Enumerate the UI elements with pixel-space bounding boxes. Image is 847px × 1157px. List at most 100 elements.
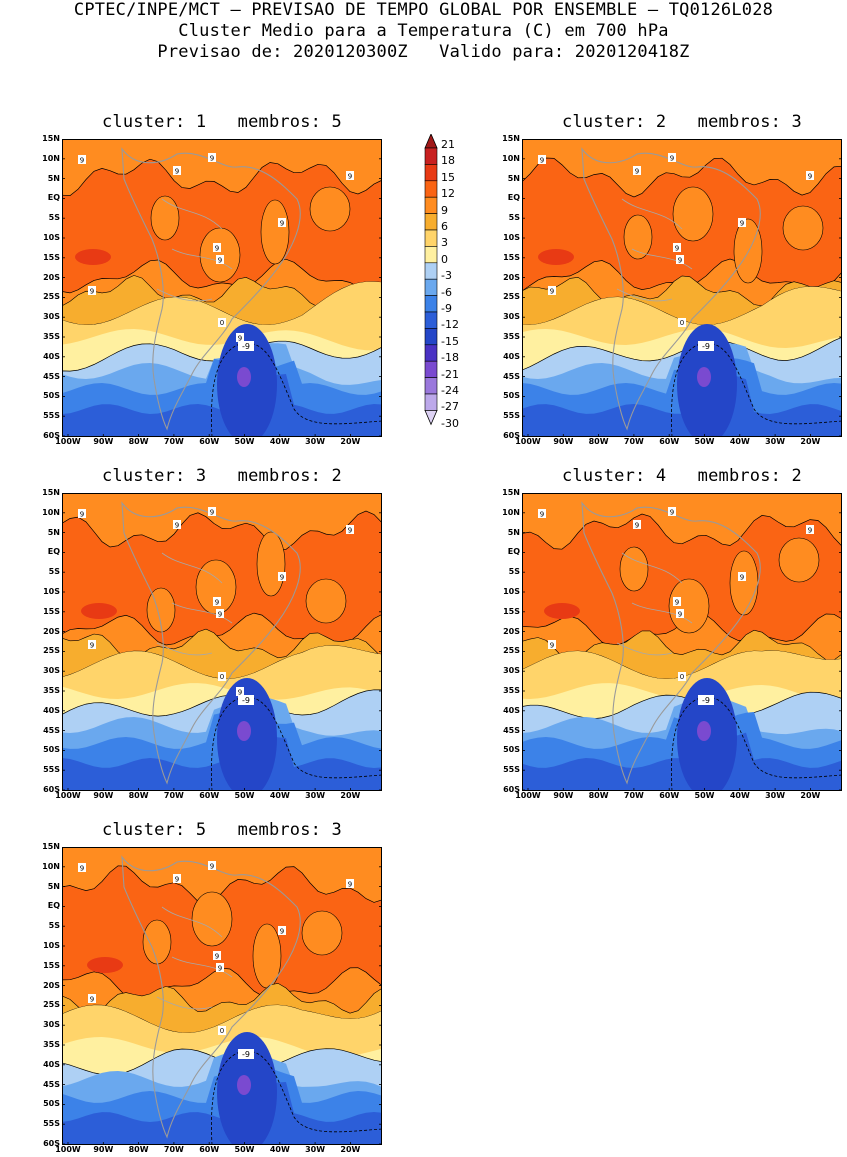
lat-label: 15N xyxy=(42,842,60,851)
country-borders xyxy=(156,198,233,302)
lat-label: 10N xyxy=(42,153,60,163)
lat-label: 30S xyxy=(43,666,60,676)
contour-label-9-text: 9 xyxy=(550,642,554,650)
contour-label-9: 9 xyxy=(278,218,286,228)
lon-label: 20W xyxy=(340,791,361,800)
lat-label: 10S xyxy=(503,233,520,242)
lat-label: 35S xyxy=(43,332,60,341)
lat-label: 30S xyxy=(43,1020,60,1030)
contour-label-9: 9 xyxy=(213,597,221,607)
lat-label: 55S xyxy=(503,765,520,775)
contour-label-9-text: 9 xyxy=(678,611,682,619)
contour-label-9-text: 9 xyxy=(808,527,812,535)
field-minus-12 xyxy=(62,374,382,437)
contour-label-minus-9-text: -9 xyxy=(702,696,710,705)
lat-label: 35S xyxy=(503,686,520,695)
lat-label: 60S xyxy=(503,431,520,440)
lon-label: 30W xyxy=(765,437,786,446)
contour-label-9: 9 xyxy=(208,507,216,517)
contour-label-9: 9 xyxy=(216,963,224,973)
panel-title-2: cluster: 2 membros: 3 xyxy=(561,112,802,132)
lat-label: 25S xyxy=(43,1000,60,1010)
lat-label: 40S xyxy=(503,351,520,361)
colorbar-swatch xyxy=(424,229,438,247)
contour-label-minus-9: -9 xyxy=(238,341,254,351)
country-borders xyxy=(156,906,233,1010)
panel-title-3: cluster: 3 membros: 2 xyxy=(101,466,342,486)
contour-label-9-text: 9 xyxy=(80,511,84,519)
contour-label-9-text: 9 xyxy=(215,953,219,961)
contour-label-9: 9 xyxy=(213,243,221,253)
contour-label-0-text: 0 xyxy=(220,319,224,327)
lat-label: 5S xyxy=(48,213,60,223)
colorbar-swatch xyxy=(424,196,438,214)
field-15-spot xyxy=(75,249,111,265)
contour-label-9: 9 xyxy=(236,333,244,343)
contour-label-9-text: 9 xyxy=(675,599,679,607)
country-borders xyxy=(616,552,693,656)
contour-minus-9 xyxy=(671,696,842,791)
contour-label-9: 9 xyxy=(88,640,96,650)
field-9-island xyxy=(252,923,282,989)
colorbar-label: 0 xyxy=(441,252,448,266)
contour-minus-9 xyxy=(211,696,382,791)
lon-label: 70W xyxy=(163,791,184,800)
contour-label-0: 0 xyxy=(218,318,226,327)
contour-label-9: 9 xyxy=(216,609,224,619)
lon-label: 80W xyxy=(128,791,149,800)
contour-label-9: 9 xyxy=(173,520,181,530)
contour-label-9: 9 xyxy=(538,155,546,165)
colorbar-label: 3 xyxy=(441,236,448,250)
contour-label-9-text: 9 xyxy=(210,863,214,871)
contour-label-9-text: 9 xyxy=(280,928,284,936)
lat-label: 45S xyxy=(43,725,60,735)
coastline-south-america xyxy=(581,147,761,431)
contour-label-9: 9 xyxy=(216,255,224,265)
colorbar-label: -21 xyxy=(441,367,459,381)
lat-label: 45S xyxy=(43,1079,60,1089)
contour-label-9: 9 xyxy=(208,861,216,871)
lon-label: 30W xyxy=(305,791,326,800)
lat-label: 20S xyxy=(43,626,60,636)
contour-label-9: 9 xyxy=(806,525,814,535)
contour-label-0-text: 0 xyxy=(680,319,684,327)
lat-label: 55S xyxy=(503,411,520,421)
lon-label: 70W xyxy=(163,1145,184,1154)
lat-label: 5N xyxy=(507,173,520,183)
contour-minus-9 xyxy=(211,342,382,437)
cold-core-min xyxy=(237,721,251,741)
contour-label-minus-9-text: -9 xyxy=(242,1050,250,1059)
contour-label-9-text: 9 xyxy=(740,574,744,582)
field-minus-12 xyxy=(62,728,382,791)
field-9-island xyxy=(256,531,286,597)
colorbar-label: 12 xyxy=(441,187,455,201)
contour-label-9: 9 xyxy=(673,597,681,607)
lon-label: 100W xyxy=(55,791,81,800)
lat-label: 15N xyxy=(42,488,60,497)
contour-label-9: 9 xyxy=(88,994,96,1004)
field-minus-12 xyxy=(522,374,842,437)
contour-label-9-text: 9 xyxy=(540,157,544,165)
contour-label-minus-9-text: -9 xyxy=(242,696,250,705)
field-6 xyxy=(522,629,842,680)
lat-label: EQ xyxy=(47,547,60,557)
field-15-spot xyxy=(544,603,580,619)
coastline-south-america xyxy=(121,501,301,785)
field-6 xyxy=(62,982,382,1034)
lon-label: 90W xyxy=(93,437,114,446)
lat-label: 50S xyxy=(43,391,60,401)
colorbar-svg xyxy=(424,134,438,426)
lat-label: 5S xyxy=(48,567,60,577)
lat-label: 5S xyxy=(508,567,520,577)
colorbar-label: -3 xyxy=(441,269,452,283)
lat-label: 10N xyxy=(502,507,520,517)
lat-label: 40S xyxy=(503,705,520,715)
contour-label-9: 9 xyxy=(633,520,641,530)
lat-label: 10S xyxy=(503,587,520,596)
lat-label: 25S xyxy=(503,646,520,656)
lon-label: 60W xyxy=(199,437,220,446)
lon-label: 30W xyxy=(305,437,326,446)
lat-label: 10S xyxy=(43,233,60,242)
lon-label: 20W xyxy=(800,791,821,800)
colorbar-swatch xyxy=(424,377,438,395)
